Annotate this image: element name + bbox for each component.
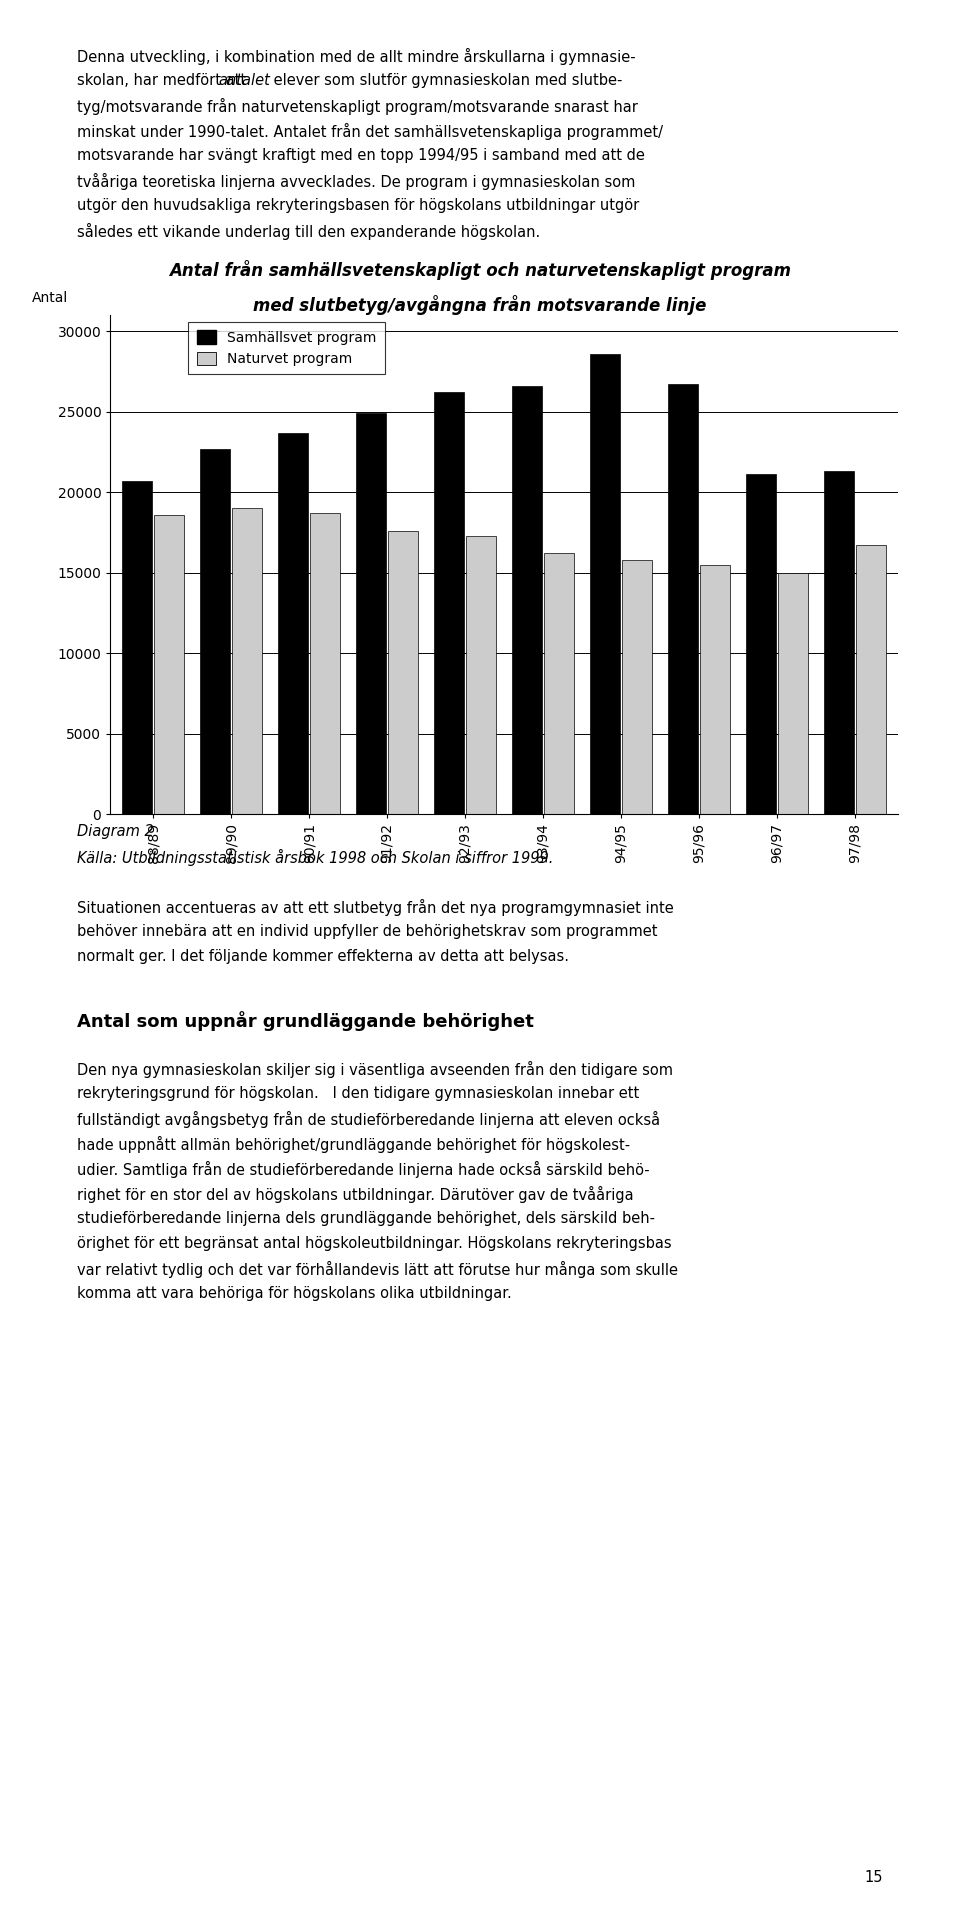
Bar (232, 509, 262, 814)
Text: Antal som uppnår grundläggande behörighet: Antal som uppnår grundläggande behörighe… (77, 1012, 534, 1031)
Text: Antal: Antal (32, 292, 68, 305)
Text: normalt ger. I det följande kommer effekterna av detta att belysas.: normalt ger. I det följande kommer effek… (77, 948, 568, 964)
Bar (310, 513, 340, 814)
Text: rekryteringsgrund för högskolan.   I den tidigare gymnasieskolan innebar ett: rekryteringsgrund för högskolan. I den t… (77, 1087, 639, 1100)
Text: studieförberedande linjerna dels grundläggande behörighet, dels särskild beh-: studieförberedande linjerna dels grundlä… (77, 1212, 655, 1225)
Bar (356, 413, 386, 814)
Text: fullständigt avgångsbetyg från de studieförberedande linjerna att eleven också: fullständigt avgångsbetyg från de studie… (77, 1112, 660, 1127)
Bar (434, 392, 464, 814)
Text: var relativt tydlig och det var förhållandevis lätt att förutse hur många som sk: var relativt tydlig och det var förhålla… (77, 1261, 678, 1277)
Text: Situationen accentueras av att ett slutbetyg från det nya programgymnasiet inte: Situationen accentueras av att ett slutb… (77, 899, 674, 916)
Bar (856, 545, 885, 814)
Bar (622, 561, 652, 814)
Text: komma att vara behöriga för högskolans olika utbildningar.: komma att vara behöriga för högskolans o… (77, 1286, 512, 1300)
Text: motsvarande har svängt kraftigt med en topp 1994/95 i samband med att de: motsvarande har svängt kraftigt med en t… (77, 148, 645, 163)
Bar (201, 449, 230, 814)
Text: utgör den huvudsakliga rekryteringsbasen för högskolans utbildningar utgör: utgör den huvudsakliga rekryteringsbasen… (77, 198, 639, 213)
Bar (778, 572, 807, 814)
Bar (278, 432, 308, 814)
Text: Diagram 2: Diagram 2 (77, 824, 154, 839)
Bar (700, 564, 730, 814)
Text: righet för en stor del av högskolans utbildningar. Därutöver gav de tvååriga: righet för en stor del av högskolans utb… (77, 1187, 634, 1202)
Text: Antal från samhällsvetenskapligt och naturvetenskapligt program: Antal från samhällsvetenskapligt och nat… (169, 261, 791, 280)
Bar (746, 474, 776, 814)
Bar (388, 530, 418, 814)
Bar (824, 470, 853, 814)
Text: med slutbetyg/avgångna från motsvarande linje: med slutbetyg/avgångna från motsvarande … (253, 296, 707, 315)
Bar (513, 386, 541, 814)
Bar (668, 384, 698, 814)
Bar (544, 553, 574, 814)
Bar (155, 515, 184, 814)
Bar (590, 353, 620, 814)
Text: Den nya gymnasieskolan skiljer sig i väsentliga avseenden från den tidigare som: Den nya gymnasieskolan skiljer sig i väs… (77, 1062, 673, 1077)
Text: skolan, har medfört att: skolan, har medfört att (77, 73, 251, 88)
Text: antalet: antalet (219, 73, 271, 88)
Text: udier. Samtliga från de studieförberedande linjerna hade också särskild behö-: udier. Samtliga från de studieförberedan… (77, 1162, 649, 1177)
Text: Källa: Utbildningsstatistisk årsbok 1998 och Skolan i siffror 1999.: Källa: Utbildningsstatistisk årsbok 1998… (77, 849, 553, 866)
Text: Denna utveckling, i kombination med de allt mindre årskullarna i gymnasie-: Denna utveckling, i kombination med de a… (77, 48, 636, 65)
Text: behöver innebära att en individ uppfyller de behörighetskrav som programmet: behöver innebära att en individ uppfylle… (77, 924, 658, 939)
Text: örighet för ett begränsat antal högskoleutbildningar. Högskolans rekryteringsbas: örighet för ett begränsat antal högskole… (77, 1236, 671, 1250)
Bar (123, 480, 152, 814)
Text: 15: 15 (865, 1870, 883, 1885)
Text: minskat under 1990-talet. Antalet från det samhällsvetenskapliga programmet/: minskat under 1990-talet. Antalet från d… (77, 123, 662, 140)
Text: således ett vikande underlag till den expanderande högskolan.: således ett vikande underlag till den ex… (77, 223, 540, 240)
Text: tvååriga teoretiska linjerna avvecklades. De program i gymnasieskolan som: tvååriga teoretiska linjerna avvecklades… (77, 173, 636, 190)
Bar (467, 536, 495, 814)
Legend: Samhällsvet program, Naturvet program: Samhällsvet program, Naturvet program (188, 323, 385, 374)
Text: tyg/motsvarande från naturvetenskapligt program/motsvarande snarast har: tyg/motsvarande från naturvetenskapligt … (77, 98, 637, 115)
Text: hade uppnått allmän behörighet/grundläggande behörighet för högskolest-: hade uppnått allmän behörighet/grundlägg… (77, 1137, 630, 1152)
Text: elever som slutför gymnasieskolan med slutbe-: elever som slutför gymnasieskolan med sl… (269, 73, 622, 88)
